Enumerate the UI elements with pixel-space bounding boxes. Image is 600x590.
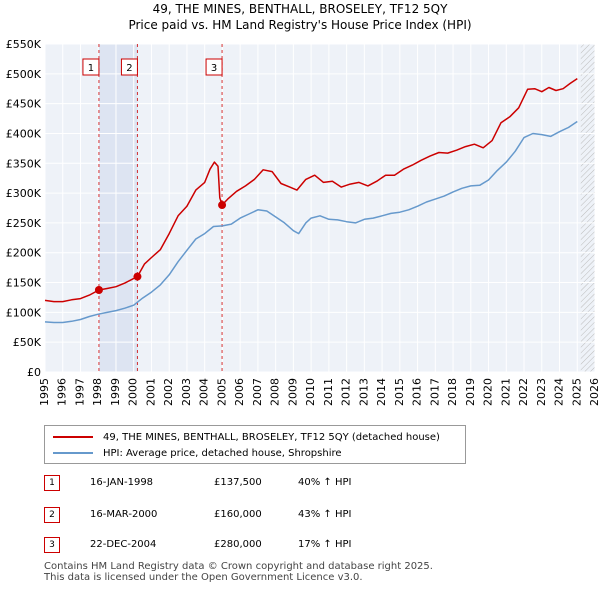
y-tick-label: £450K — [6, 98, 42, 111]
y-tick-label: £350K — [6, 157, 42, 170]
x-tick-label: 2024 — [553, 378, 566, 406]
legend-label-property: 49, THE MINES, BENTHALL, BROSELEY, TF12 … — [103, 431, 440, 443]
x-tick-label: 2018 — [446, 378, 459, 406]
x-tick-label: 2014 — [375, 378, 388, 406]
property-price-line — [44, 77, 578, 303]
x-tick-label: 2026 — [588, 378, 600, 406]
transaction-label: 1 — [88, 63, 94, 74]
x-tick-label: 1996 — [56, 378, 69, 406]
transaction-label-box — [205, 58, 223, 76]
transaction-row: 2 16-MAR-2000 £160,000 43% ↑ HPI — [44, 507, 444, 525]
x-tick-label: 1998 — [91, 378, 104, 406]
transaction-label: 2 — [126, 63, 132, 74]
x-tick-label: 1999 — [109, 378, 122, 406]
x-tick-label: 2009 — [286, 378, 299, 406]
y-tick-label: £550K — [6, 38, 42, 51]
y-tick-label: £400K — [6, 127, 42, 140]
x-tick-label: 2019 — [464, 378, 477, 406]
x-tick-label: 2015 — [393, 378, 406, 406]
x-tick-label: 2025 — [570, 378, 583, 406]
y-tick-label: £50K — [13, 336, 42, 349]
x-tick-label: 2005 — [215, 378, 228, 406]
y-tick-label: £300K — [6, 187, 42, 200]
x-tick-label: 2017 — [428, 378, 441, 406]
transaction-point — [133, 272, 142, 281]
transaction-price: £137,500 — [214, 477, 262, 488]
x-tick-label: 2023 — [535, 378, 548, 406]
future-hatch-region — [580, 44, 595, 372]
x-tick-label: 2022 — [517, 378, 530, 406]
y-tick-label: £500K — [6, 68, 42, 81]
transaction-hpi: 43% ↑ HPI — [298, 509, 352, 520]
x-tick-label: 2013 — [357, 378, 370, 406]
transaction-badge: 2 — [44, 507, 60, 523]
legend-line-red — [53, 436, 93, 438]
x-tick-label: 1997 — [73, 378, 86, 406]
y-tick-label: £250K — [6, 217, 42, 230]
transaction-point — [218, 201, 227, 210]
transaction-date: 16-MAR-2000 — [90, 509, 158, 520]
footer: Contains HM Land Registry data © Crown c… — [44, 561, 433, 583]
transaction-label-box — [82, 58, 100, 76]
x-tick-label: 2001 — [144, 378, 157, 406]
chart-subtitle: Price paid vs. HM Land Registry's House … — [128, 18, 472, 32]
x-tick-label: 2020 — [482, 378, 495, 406]
legend-line-blue — [53, 452, 93, 454]
y-tick-label: £100K — [6, 306, 42, 319]
hpi-line — [44, 120, 578, 324]
transaction-date: 16-JAN-1998 — [90, 477, 154, 488]
x-tick-label: 2006 — [233, 378, 246, 406]
footer-licence: This data is licensed under the Open Gov… — [44, 572, 363, 583]
x-tick-label: 2011 — [322, 378, 335, 406]
legend: 49, THE MINES, BENTHALL, BROSELEY, TF12 … — [44, 425, 466, 464]
transaction-price: £160,000 — [214, 509, 262, 520]
y-tick-label: £0 — [27, 366, 41, 379]
transaction-badge: 1 — [44, 475, 60, 491]
transaction-date: 22-DEC-2004 — [90, 539, 157, 550]
x-tick-label: 2021 — [499, 378, 512, 406]
price-chart: £0 £50K £100K £150K £200K £250K £300K £350K £400… — [6, 38, 600, 406]
transaction-label-box — [120, 58, 138, 76]
x-tick-label: 2004 — [198, 378, 211, 406]
legend-item-hpi: HPI: Average price, detached house, Shro… — [53, 446, 342, 460]
transaction-hpi: 40% ↑ HPI — [298, 477, 352, 488]
transaction-point — [94, 286, 103, 294]
transaction-row: 1 16-JAN-1998 £137,500 40% ↑ HPI — [44, 475, 444, 493]
footer-copyright: Contains HM Land Registry data © Crown c… — [44, 561, 433, 572]
x-tick-label: 2000 — [127, 378, 140, 406]
transaction-row: 3 22-DEC-2004 £280,000 17% ↑ HPI — [44, 537, 444, 555]
x-tick-label: 2016 — [411, 378, 424, 406]
transaction-price: £280,000 — [214, 539, 262, 550]
x-tick-label: 1995 — [38, 378, 51, 406]
x-tick-label: 2012 — [340, 378, 353, 406]
transaction-label: 3 — [211, 63, 217, 74]
shaded-range — [98, 44, 138, 372]
y-tick-label: £200K — [6, 247, 42, 260]
x-tick-label: 2002 — [162, 378, 175, 406]
legend-item-property: 49, THE MINES, BENTHALL, BROSELEY, TF12 … — [53, 430, 440, 444]
legend-label-hpi: HPI: Average price, detached house, Shro… — [103, 447, 342, 459]
transaction-hpi: 17% ↑ HPI — [298, 539, 352, 550]
x-tick-label: 2003 — [180, 378, 193, 406]
y-tick-label: £150K — [6, 277, 42, 290]
chart-title: 49, THE MINES, BENTHALL, BROSELEY, TF12 … — [152, 2, 448, 16]
x-tick-label: 2010 — [304, 378, 317, 406]
x-tick-label: 2007 — [251, 378, 264, 406]
x-tick-label: 2008 — [269, 378, 282, 406]
transaction-badge: 3 — [44, 537, 60, 553]
